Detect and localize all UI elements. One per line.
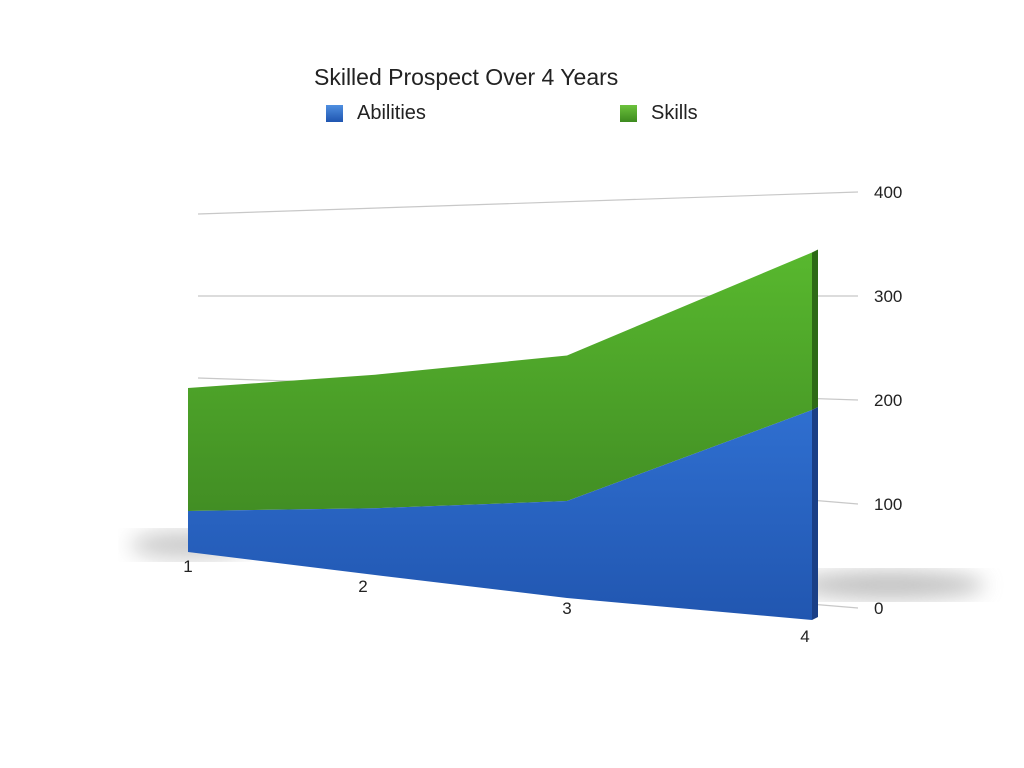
legend-label-skills: Skills	[651, 102, 698, 124]
y-tick-label-0: 0	[874, 599, 883, 618]
legend-item-skills: Skills	[620, 102, 698, 125]
y-tick-label-400: 400	[874, 183, 902, 202]
area-abilities	[188, 410, 812, 620]
y-tick-label-300: 300	[874, 287, 902, 306]
legend-label-abilities: Abilities	[357, 102, 426, 124]
x-tick-label-2: 2	[358, 577, 367, 596]
x-tick-label-3: 3	[562, 599, 571, 618]
chart-shadow-right	[795, 571, 985, 599]
legend-swatch-abilities	[326, 105, 343, 122]
chart-title: Skilled Prospect Over 4 Years	[314, 64, 619, 90]
y-tick-label-200: 200	[874, 391, 902, 410]
x-tick-label-1: 1	[183, 557, 192, 576]
x-tick-label-4: 4	[800, 627, 809, 646]
y-tick-label-100: 100	[874, 495, 902, 514]
legend-swatch-skills	[620, 105, 637, 122]
legend-item-abilities: Abilities	[326, 102, 426, 125]
area-skills	[188, 252, 812, 511]
side-face-abilities	[812, 407, 818, 620]
gridline-400	[197, 191, 859, 215]
side-face-skills	[812, 249, 818, 410]
